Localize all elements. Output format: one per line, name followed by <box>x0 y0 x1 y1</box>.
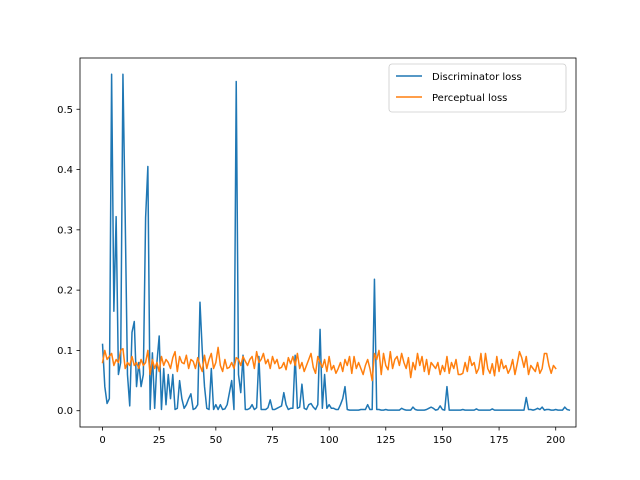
y-tick-label: 0.0 <box>57 406 73 417</box>
x-tick-label: 125 <box>376 435 395 446</box>
y-tick-label: 0.4 <box>57 165 73 176</box>
y-tick-label: 0.1 <box>57 346 73 357</box>
x-tick-label: 0 <box>99 435 105 446</box>
x-tick-label: 75 <box>266 435 279 446</box>
x-tick-label: 200 <box>546 435 565 446</box>
series-line-perceptual-loss <box>101 346 557 382</box>
x-tick-label: 25 <box>153 435 166 446</box>
axes: 0 25 50 75 100 125 150 175 200 0.0 0.1 0.2 0.3 0.4 0.5 <box>57 57 577 446</box>
x-tick-label: 50 <box>209 435 222 446</box>
legend-box <box>388 63 567 113</box>
y-tick-label: 0.3 <box>57 225 73 236</box>
legend-label-perceptual-loss: Perceptual loss <box>432 93 507 104</box>
x-tick-label: 150 <box>433 435 452 446</box>
legend: Discriminator loss Perceptual loss <box>388 63 567 113</box>
axes-frame <box>79 57 577 428</box>
y-tick-label: 0.5 <box>57 105 73 116</box>
series-line-discriminator-loss <box>101 73 571 412</box>
plot-area <box>101 73 571 412</box>
x-tick-label: 100 <box>320 435 339 446</box>
x-tick-label: 175 <box>490 435 509 446</box>
y-tick-label: 0.2 <box>57 286 73 297</box>
legend-label-discriminator-loss: Discriminator loss <box>432 72 522 83</box>
